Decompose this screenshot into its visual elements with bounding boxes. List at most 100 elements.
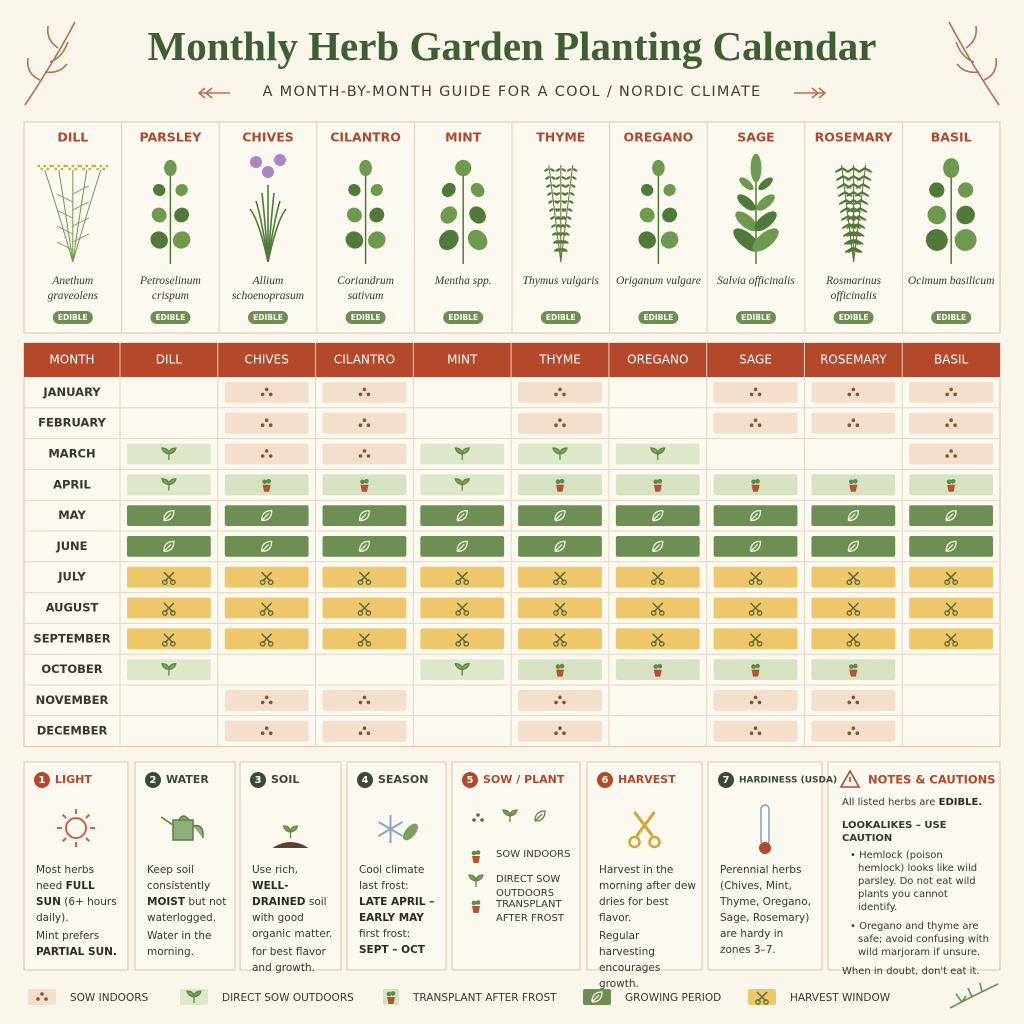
stem (841, 164, 855, 263)
leaf (557, 248, 562, 252)
tag-pill (345, 311, 386, 324)
scissors-ring (259, 610, 266, 616)
leaf (567, 208, 573, 212)
scissors-ring (763, 999, 769, 1005)
seed-icon (362, 418, 367, 423)
calendar-cell (420, 659, 505, 680)
leaf-icon (163, 509, 175, 522)
calendar-cell (322, 628, 407, 650)
legend-label: HARVEST WINDOW (790, 992, 891, 1004)
tag-pill (540, 311, 581, 324)
leaf (846, 183, 855, 189)
seed-icon (851, 418, 856, 423)
seed-icon (562, 700, 566, 705)
seed-icon (558, 418, 562, 423)
leaf (846, 215, 855, 221)
pot-plant (946, 479, 952, 485)
scissors-icon (945, 602, 957, 613)
leaf-icon (456, 509, 468, 522)
info-box (134, 761, 236, 971)
text: first frost: (359, 928, 411, 940)
pot-plant (471, 900, 477, 906)
seed-icon (953, 423, 957, 428)
cell-mark (811, 382, 896, 403)
flower (49, 164, 53, 168)
sprout-icon (161, 447, 177, 460)
text: Regular harvesting encourages growth. (599, 930, 661, 990)
tag-pill (931, 311, 972, 324)
leaf (164, 159, 177, 177)
herb-latin: Ocimum basilicum (907, 275, 995, 287)
leaf (750, 153, 762, 183)
legend-item: TRANSPLANT AFTER FROST (383, 989, 557, 1005)
calendar-cell (518, 690, 602, 711)
cell-mark (811, 720, 896, 742)
info-box (451, 761, 581, 971)
sun (65, 817, 87, 839)
info-title: HARVEST (618, 773, 676, 786)
seed-icon (366, 423, 371, 428)
leaf (638, 231, 656, 249)
leaf (639, 207, 655, 223)
leaf (551, 176, 556, 180)
calendar-cell (224, 690, 309, 711)
calendar-cell (127, 566, 211, 588)
scissors-ring (170, 640, 176, 647)
leaf (838, 199, 848, 205)
scissors-icon (750, 602, 762, 613)
flower (60, 167, 64, 171)
seed-icon (268, 454, 273, 458)
seed-icon (366, 731, 371, 735)
calendar-cell (322, 382, 407, 403)
leaf (346, 207, 362, 223)
emphasis: MOIST (147, 896, 186, 908)
cell-mark (322, 443, 407, 465)
text: Mint prefers (36, 930, 100, 942)
leaf (172, 231, 191, 249)
paragraph: Perennial herbs (Chives, Mint, Thyme, Or… (720, 862, 816, 958)
leaf (834, 167, 844, 173)
legend-item: DIRECT SOW OUTDOORS (180, 989, 354, 1005)
info-body: Most herbs need FULL SUN (6+ hours daily… (36, 862, 122, 962)
calendar-cell (518, 505, 602, 526)
month-label: MARCH (48, 447, 95, 461)
calendar-cell (420, 443, 505, 465)
frond (72, 217, 89, 227)
seed-icon (753, 695, 758, 700)
scissors-icon (847, 602, 859, 613)
cell-mark (909, 412, 993, 434)
calendar-cell (909, 597, 993, 619)
sprout-icon (552, 447, 568, 460)
text: Hemlock (poison hemlock) looks like wild… (858, 850, 978, 913)
cell-mark (713, 720, 798, 742)
leaf (662, 207, 678, 223)
watering-can (160, 815, 204, 841)
column-header: THYME (538, 353, 581, 367)
cell-mark (224, 382, 309, 403)
sow-item: SOW INDOORS (496, 849, 571, 860)
pot-plant (751, 479, 756, 485)
number-badge (250, 772, 266, 788)
calendar-cell (322, 597, 407, 619)
flower (71, 164, 75, 168)
sprout-icon (454, 478, 471, 491)
scissors-ring (854, 640, 861, 647)
leaf (559, 232, 564, 236)
seed-icon (851, 695, 856, 700)
herb-tag: EDIBLE (644, 313, 674, 322)
calendar-cell (322, 720, 407, 742)
leaf (470, 182, 485, 198)
calendar-cell (322, 566, 407, 588)
number-badge (462, 772, 478, 788)
leaf (368, 231, 386, 249)
herb-latin: Mentha spp. (434, 275, 492, 287)
text: Harvest in the morning after dew dries f… (599, 864, 696, 924)
flower (79, 164, 83, 168)
legend-item: GROWING PERIOD (583, 989, 721, 1005)
flower (85, 164, 89, 168)
calendar-cell (224, 382, 309, 403)
seed-icon (753, 418, 758, 423)
scissors-icon (554, 571, 566, 582)
pot-icon (947, 484, 956, 492)
